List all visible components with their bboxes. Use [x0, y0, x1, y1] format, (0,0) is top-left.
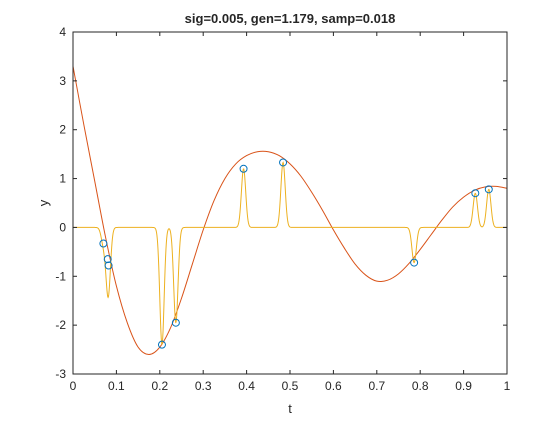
sample-point	[471, 189, 480, 198]
sample-point	[157, 340, 166, 349]
x-tick-label: 0.5	[282, 379, 299, 393]
sample-point	[103, 255, 112, 264]
y-tick-label: 2	[59, 123, 66, 137]
sample-point	[171, 318, 180, 327]
x-tick-label: 0.9	[455, 379, 472, 393]
y-tick-label: 3	[59, 74, 66, 88]
sample-point	[99, 239, 108, 248]
x-tick-label: 0	[70, 379, 77, 393]
pulse-layer	[73, 161, 507, 345]
x-tick-label: 0.1	[108, 379, 125, 393]
y-tick-label: 4	[59, 25, 66, 39]
y-tick-label: -2	[55, 318, 66, 332]
sample-point	[239, 164, 248, 173]
y-tick-label: 1	[59, 172, 66, 186]
x-tick-label: 0.7	[368, 379, 385, 393]
x-tick-label: 0.8	[412, 379, 429, 393]
sample-point	[104, 261, 113, 270]
y-axis-label: y	[36, 199, 51, 206]
tick-layer: 0 0.1 0.2 0.3 0.4 0.5 0.6 0.7 0.8 0.9 1 -3 -2 -1 0 1 2 3 4	[55, 25, 510, 393]
curve-layer	[72, 66, 508, 355]
pulse-curve	[73, 161, 507, 345]
chart-title: sig=0.005, gen=1.179, samp=0.018	[185, 11, 396, 26]
x-tick-label: 0.6	[325, 379, 342, 393]
sample-point	[279, 158, 288, 167]
signal-curve	[72, 66, 508, 355]
y-tick-label: -3	[55, 367, 66, 381]
x-tick-label: 0.3	[195, 379, 212, 393]
y-tick-label: 0	[59, 220, 66, 234]
sample-point	[484, 185, 493, 194]
sample-point	[410, 258, 419, 267]
x-axis-label: t	[288, 401, 292, 416]
x-tick-label: 0.2	[151, 379, 168, 393]
x-tick-label: 1	[504, 379, 511, 393]
y-tick-label: -1	[55, 269, 66, 283]
plot-area	[73, 32, 507, 374]
marker-layer	[99, 158, 493, 349]
x-tick-label: 0.4	[238, 379, 255, 393]
